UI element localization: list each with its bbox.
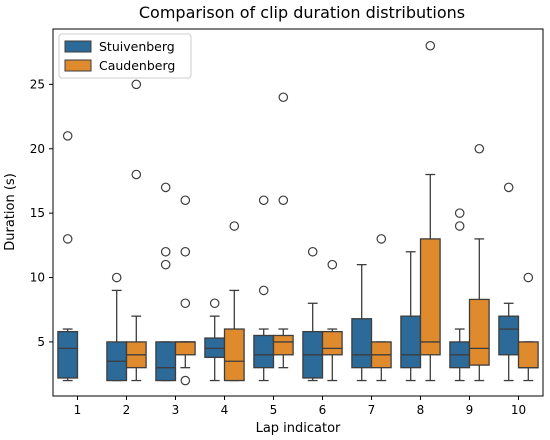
box-iqr	[400, 315, 422, 369]
outlier-point	[258, 285, 269, 296]
outlier-point	[278, 92, 289, 103]
outlier-point	[131, 169, 142, 180]
outlier-point	[160, 259, 171, 270]
box-caudenberg-7	[370, 234, 392, 382]
y-tick-label: 10	[30, 271, 45, 285]
legend-label-stuivenberg: Stuivenberg	[99, 39, 175, 54]
box-stuivenberg-8	[400, 251, 422, 382]
box-iqr	[468, 298, 490, 366]
box-iqr	[223, 328, 245, 382]
x-axis-label: Lap indicator	[256, 421, 341, 436]
y-tick-label: 20	[30, 142, 45, 156]
outlier-point	[62, 234, 73, 244]
outlier-point	[454, 208, 465, 218]
box-iqr	[155, 341, 177, 382]
outlier-point	[160, 182, 171, 193]
y-axis: 5 10 15 20 25	[30, 77, 53, 349]
y-tick-label: 15	[30, 206, 45, 220]
x-axis: 1 2 3 4 5 6 7 8 9 10	[74, 396, 526, 417]
box-caudenberg-4	[223, 221, 245, 382]
box-stuivenberg-4	[204, 298, 226, 382]
box-caudenberg-9	[468, 143, 490, 382]
box-stuivenberg-7	[351, 264, 373, 382]
plot-frame	[52, 28, 544, 397]
box-caudenberg-3	[174, 195, 196, 386]
outlier-point	[229, 221, 240, 231]
outlier-point	[160, 246, 171, 257]
outlier-point	[474, 143, 485, 154]
outlier-point	[503, 182, 514, 193]
box-caudenberg-8	[419, 40, 441, 382]
y-axis-label: Duration (s)	[3, 173, 18, 251]
legend-swatch-stuivenberg	[64, 40, 92, 53]
x-tick-label: 5	[270, 403, 278, 417]
outlier-point	[278, 195, 289, 206]
outlier-point	[258, 195, 269, 206]
box-stuivenberg-2	[106, 272, 128, 382]
x-tick-label: 10	[511, 403, 526, 417]
box-caudenberg-2	[125, 79, 147, 382]
outlier-point	[523, 272, 534, 283]
y-tick-label: 25	[30, 77, 45, 91]
box-stuivenberg-5	[253, 195, 275, 382]
chart-title: Comparison of clip duration distribution…	[139, 3, 465, 22]
box-iqr	[57, 330, 79, 379]
x-tick-label: 7	[368, 403, 376, 417]
outlier-point	[425, 40, 436, 51]
box-stuivenberg-10	[498, 182, 520, 382]
box-stuivenberg-3	[155, 182, 177, 382]
box-iqr	[498, 315, 520, 356]
outlier-point	[454, 221, 465, 231]
x-tick-label: 9	[466, 403, 474, 417]
outlier-point	[327, 259, 338, 270]
outlier-point	[62, 131, 73, 141]
box-iqr	[517, 341, 539, 369]
box-iqr	[174, 341, 196, 356]
box-caudenberg-6	[321, 259, 343, 382]
box-iqr	[351, 318, 373, 369]
box-iqr	[419, 238, 441, 356]
box-stuivenberg-9	[449, 208, 471, 382]
legend-swatch-caudenberg	[64, 59, 92, 72]
legend-label-caudenberg: Caudenberg	[99, 58, 175, 73]
outlier-point	[180, 375, 191, 386]
outlier-point	[180, 298, 191, 309]
outlier-point	[180, 195, 191, 206]
plot-area	[57, 40, 539, 386]
legend-box	[58, 33, 192, 79]
x-tick-label: 6	[319, 403, 327, 417]
box-iqr	[321, 330, 343, 356]
outlier-point	[209, 298, 220, 309]
outlier-point	[307, 246, 318, 257]
box-iqr	[253, 334, 275, 369]
outlier-point	[131, 79, 142, 90]
box-stuivenberg-1	[57, 131, 79, 382]
outlier-point	[180, 246, 191, 257]
x-tick-label: 4	[221, 403, 229, 417]
x-tick-label: 8	[417, 403, 425, 417]
x-tick-label: 1	[74, 403, 82, 417]
y-tick-label: 5	[37, 335, 45, 349]
box-caudenberg-10	[517, 272, 539, 382]
x-tick-label: 3	[172, 403, 180, 417]
outlier-point	[376, 234, 387, 244]
box-stuivenberg-6	[302, 246, 324, 382]
box-iqr	[272, 334, 294, 356]
box-caudenberg-5	[272, 92, 294, 369]
legend: Stuivenberg Caudenberg	[58, 33, 192, 79]
outlier-point	[111, 272, 122, 283]
x-tick-label: 2	[123, 403, 131, 417]
